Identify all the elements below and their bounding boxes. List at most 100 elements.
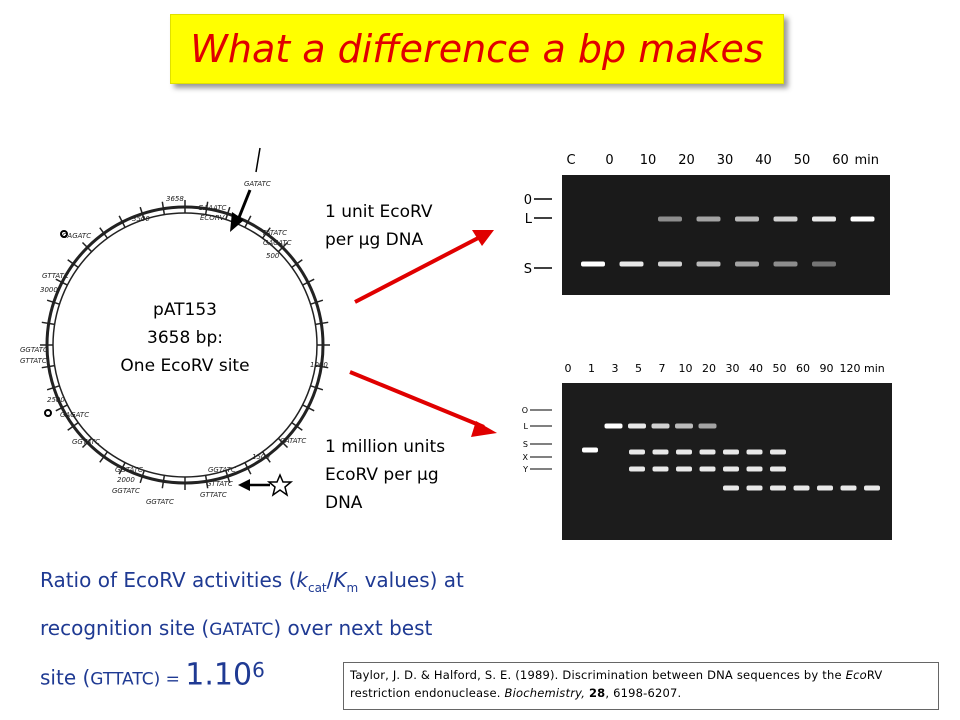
band — [676, 466, 692, 472]
lane-label: 0 — [565, 362, 572, 375]
band — [850, 216, 875, 222]
band — [629, 466, 645, 472]
band — [770, 466, 786, 472]
band — [696, 216, 721, 222]
lane-label: 1 — [588, 362, 595, 375]
site-label: 2000 — [117, 476, 135, 484]
band-marker: S — [524, 262, 532, 277]
plasmid-tick — [99, 451, 109, 463]
plasmid-tick — [161, 201, 166, 215]
lane-unit: min — [864, 362, 885, 375]
lane-label: 20 — [678, 153, 695, 168]
site-label: GTTATC — [200, 491, 227, 499]
plasmid-line: pAT153 — [153, 300, 217, 320]
ecorv-arrowhead — [230, 212, 244, 232]
site-label: 3658 — [166, 195, 184, 203]
plasmid-tick — [139, 470, 145, 484]
site-arrow — [255, 147, 261, 173]
site-dot — [44, 409, 52, 417]
plasmid-tick — [55, 404, 68, 412]
band — [699, 449, 716, 455]
text: 6 — [252, 658, 265, 682]
band — [817, 485, 833, 491]
plasmid-tick — [261, 227, 271, 239]
site-label: GGTATC — [72, 438, 100, 446]
lane-label: 5 — [635, 362, 642, 375]
band — [723, 466, 739, 472]
gel-image — [562, 383, 892, 540]
plasmid-tick — [67, 259, 79, 269]
band-marker: 0 — [524, 193, 532, 208]
band — [812, 261, 836, 267]
annotation-line: 1 unit EcoRV — [325, 202, 433, 222]
annotation: 1 unit EcoRV per µg DNA — [325, 198, 433, 254]
band — [658, 216, 682, 222]
arrow — [349, 370, 485, 429]
band-marker: L — [524, 422, 529, 431]
band — [629, 449, 645, 455]
plasmid-tick — [46, 299, 60, 305]
gel-bands — [581, 216, 880, 491]
text: GATATC — [209, 620, 274, 640]
band — [840, 485, 857, 491]
text: 1.10 — [185, 657, 253, 693]
plasmid-tick — [244, 215, 252, 228]
lane-label: 30 — [726, 362, 740, 375]
lane-label: 30 — [717, 153, 734, 168]
plasmid-tick — [46, 385, 60, 391]
band — [746, 485, 763, 491]
arrow — [354, 234, 483, 304]
plasmid-tick — [67, 421, 79, 431]
text: m — [346, 581, 359, 595]
plasmid-map: GATATC 3658 GAAATC ECORV 3500 GAGATC TATATC GAC… — [20, 147, 330, 506]
plasmid-tick — [99, 227, 109, 239]
title-box: What a difference a bp makes — [170, 14, 784, 84]
annotation-line: DNA — [325, 493, 363, 513]
lane-label: 10 — [679, 362, 693, 375]
text: RV restriction endonuclease. — [350, 668, 883, 700]
band — [773, 216, 798, 222]
band — [652, 449, 669, 455]
site-label: GACATC — [263, 239, 292, 247]
band — [723, 485, 739, 491]
text: , 6198-6207. — [605, 686, 682, 700]
site-label: GGTATC — [208, 466, 236, 474]
title: What a difference a bp makes — [190, 27, 764, 71]
band-marker: S — [523, 440, 528, 449]
lane-label: 60 — [796, 362, 810, 375]
site-label: 1000 — [310, 361, 328, 369]
text: Taylor, J. D. & Halford, S. E. (1989). D… — [350, 668, 846, 682]
arrowhead — [472, 230, 494, 246]
annotation-line: 1 million units — [325, 437, 446, 457]
band — [773, 261, 798, 267]
plasmid-tick — [310, 299, 324, 305]
site-label: TATATC — [262, 229, 287, 237]
lane-label: 40 — [755, 153, 772, 168]
site-label: GGTATC — [115, 466, 143, 474]
plasmid-tick — [291, 421, 303, 431]
plasmid-line: 3658 bp: — [147, 328, 223, 348]
band — [699, 466, 716, 472]
plasmid-label: pAT153 3658 bp: One EcoRV site — [85, 296, 285, 380]
site-label: 500 — [266, 252, 280, 260]
site-label: GAAATC — [198, 204, 227, 212]
site-label: GGTATC — [112, 487, 140, 495]
band-marker: Y — [522, 465, 528, 474]
plasmid-tick — [41, 364, 55, 369]
lane-label: 20 — [702, 362, 716, 375]
site-label: 3000 — [40, 286, 58, 294]
star-arrowhead — [238, 479, 250, 491]
lane-label: 60 — [832, 153, 849, 168]
text: values) at — [358, 568, 464, 592]
text: recognition site ( — [40, 616, 210, 640]
plasmid-tick — [81, 241, 93, 253]
band — [864, 485, 880, 491]
plasmid-tick — [225, 206, 231, 220]
plasmid-tick — [41, 321, 55, 326]
plasmid-tick — [244, 462, 252, 475]
text: cat — [307, 581, 327, 595]
band — [658, 261, 682, 267]
lane-label: 3 — [612, 362, 619, 375]
lane-label: 40 — [749, 362, 763, 375]
